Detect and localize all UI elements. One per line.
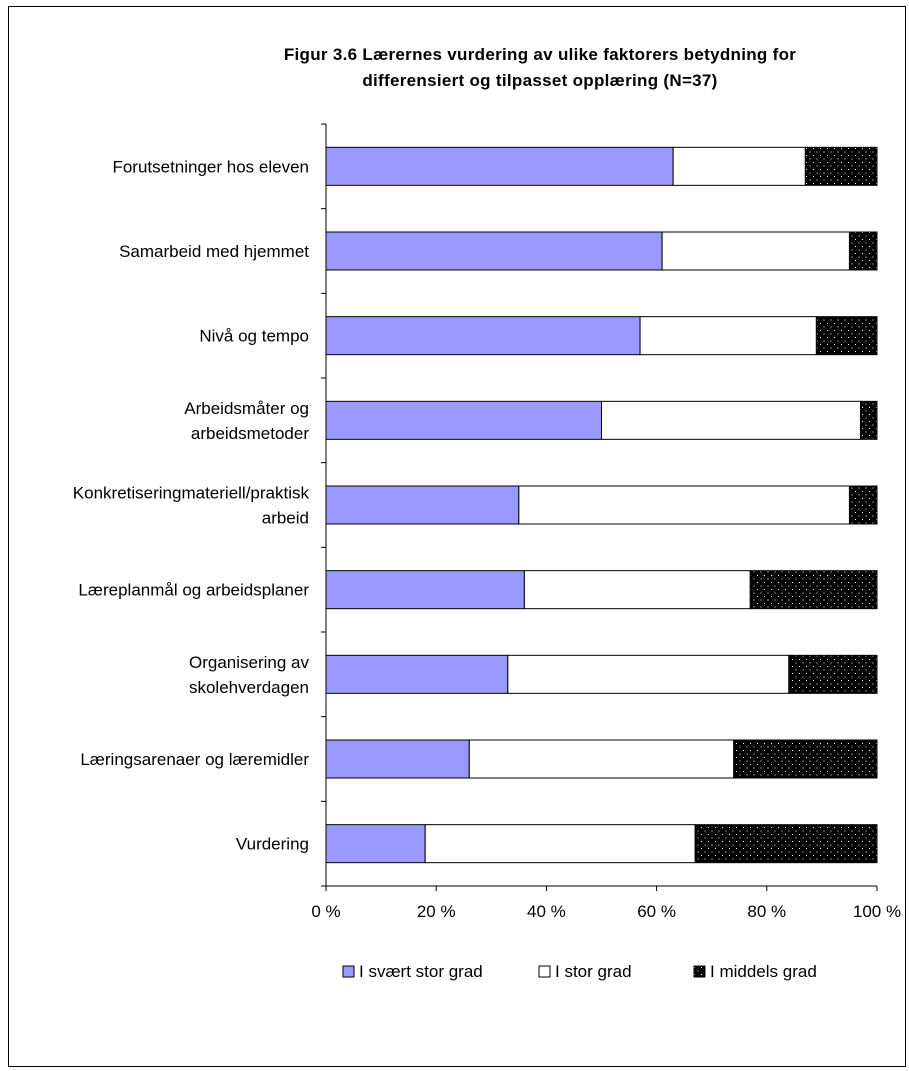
chart-title-line-1: Figur 3.6 Lærernes vurdering av ulike fa… (283, 45, 797, 64)
bar-segment-1 (325, 654, 509, 694)
category-label: Konkretiseringmateriell/praktisk (73, 484, 310, 503)
bar-segment-3 (694, 824, 878, 864)
legend-swatch (538, 965, 551, 978)
chart-legend: I svært stor grad I stor grad I middels gr… (342, 962, 817, 981)
bar-segment-1 (325, 400, 602, 440)
bar-segment-1 (325, 146, 674, 186)
category-label: Arbeidsmåter og (184, 399, 309, 418)
bar-segment-3 (859, 400, 878, 440)
category-label: Samarbeid med hjemmet (119, 242, 309, 261)
bar-segment-2 (523, 570, 751, 610)
x-tick-label: 40 % (527, 902, 566, 921)
x-tick-label: 80 % (747, 902, 786, 921)
category-label: Læringsarenaer og læremidler (80, 750, 309, 769)
bar-segment-2 (601, 400, 861, 440)
bar-segment-1 (325, 570, 525, 610)
bar-segment-3 (815, 316, 878, 356)
bar-segment-3 (733, 739, 878, 779)
bar-segment-3 (749, 570, 878, 610)
category-label: Nivå og tempo (199, 327, 309, 346)
x-tick-label: 100 % (853, 902, 901, 921)
x-tick-label: 60 % (637, 902, 676, 921)
bar-segment-2 (661, 231, 850, 271)
legend-label: I svært stor grad (359, 962, 483, 981)
category-label: Forutsetninger hos eleven (112, 157, 309, 176)
chart-frame (8, 6, 906, 1067)
bar-segment-2 (424, 824, 696, 864)
bar-segment-1 (325, 485, 520, 525)
bar-segment-3 (848, 231, 878, 271)
bar-segment-1 (325, 231, 663, 271)
category-label: Vurdering (236, 835, 309, 854)
category-label: arbeidsmetoder (191, 424, 309, 443)
bar-segment-2 (672, 146, 806, 186)
legend-swatch (693, 965, 706, 978)
x-tick-label: 0 % (311, 902, 340, 921)
bar-segment-3 (804, 146, 878, 186)
chart-title-line-2: differensiert og tilpasset opplæring (N=… (362, 71, 718, 90)
legend-label: I stor grad (555, 962, 632, 981)
bar-segment-1 (325, 824, 426, 864)
category-label: skolehverdagen (189, 678, 309, 697)
bar-segment-2 (518, 485, 850, 525)
plot-area: 0 % 20 % 40 % 60 % 80 % 100 % Forutsetninger h… (73, 123, 901, 921)
bar-segment-3 (788, 654, 878, 694)
category-label: arbeid (262, 509, 309, 528)
legend-label: I middels grad (710, 962, 817, 981)
bar-segment-1 (325, 739, 470, 779)
bar-segment-2 (639, 316, 817, 356)
legend-swatch (342, 965, 355, 978)
category-label: Organisering av (189, 653, 310, 672)
x-tick-label: 20 % (417, 902, 456, 921)
bar-segment-2 (507, 654, 790, 694)
bar-segment-3 (848, 485, 878, 525)
bar-segment-1 (325, 316, 641, 356)
category-label: Læreplanmål og arbeidsplaner (78, 581, 309, 600)
bar-segment-2 (468, 739, 735, 779)
chart-title: Figur 3.6 Lærernes vurdering av ulike fa… (160, 42, 909, 94)
